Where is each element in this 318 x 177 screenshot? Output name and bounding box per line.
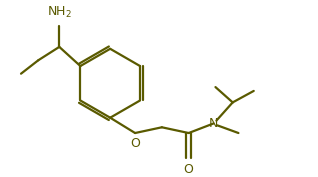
Text: NH$_2$: NH$_2$ xyxy=(47,5,72,20)
Text: N: N xyxy=(209,117,218,130)
Text: O: O xyxy=(184,163,194,176)
Text: O: O xyxy=(130,137,140,150)
